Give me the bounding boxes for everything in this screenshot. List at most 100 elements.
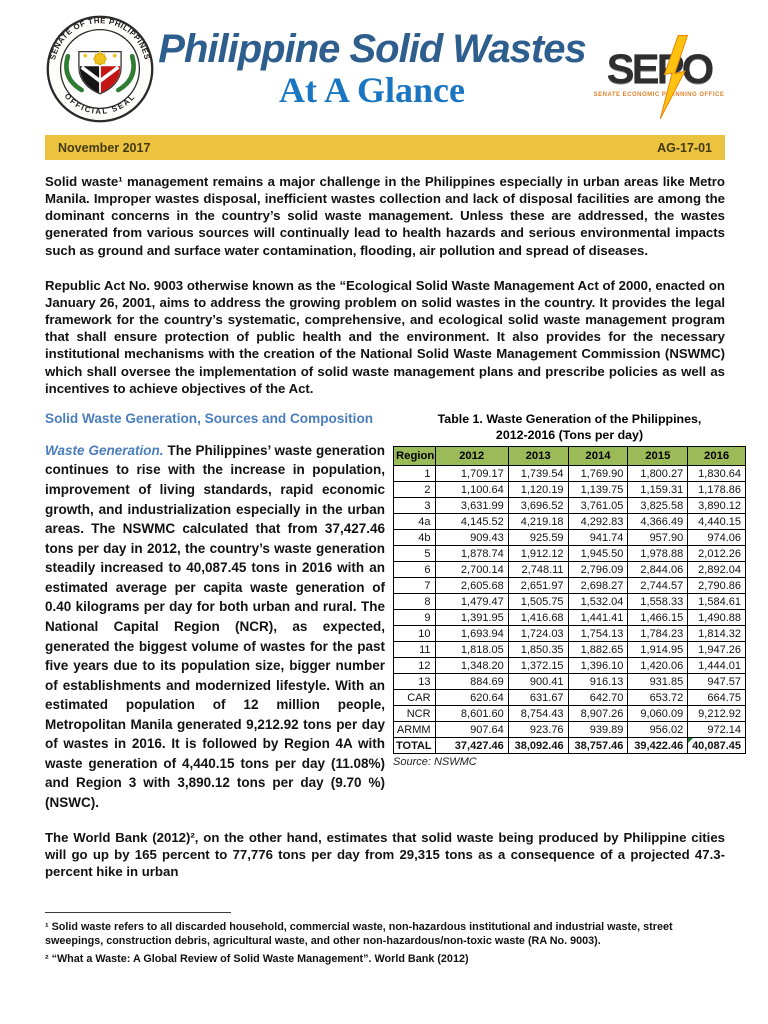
- value-cell: 941.74: [567, 529, 629, 547]
- column-header: 2016: [687, 446, 746, 467]
- footnote-2: ² “What a Waste: A Global Review of Soli…: [45, 952, 469, 965]
- issue-banner: November 2017 AG-17-01: [45, 135, 725, 160]
- value-cell: 3,696.52: [507, 497, 569, 515]
- table-title: Table 1. Waste Generation of the Philipp…: [393, 411, 746, 443]
- value-cell: 1,814.32: [687, 625, 746, 643]
- value-cell: 1,947.26: [687, 641, 746, 659]
- value-cell: 1,396.10: [567, 657, 629, 675]
- waste-generation-table: Region 2012 2013 2014 2015 2016 1 1,709.17 1,73…: [393, 446, 746, 755]
- region-cell: 1: [393, 465, 436, 483]
- table-row: 6 2,700.14 2,748.11 2,796.09 2,844.06 2,892.0…: [393, 561, 746, 579]
- value-cell: 38,757.46: [567, 737, 629, 755]
- region-cell: 8: [393, 593, 436, 611]
- value-cell: 956.02: [627, 721, 689, 739]
- value-cell: 2,651.97: [507, 577, 569, 595]
- table-row: 8 1,479.47 1,505.75 1,532.04 1,558.33 1,584.6…: [393, 593, 746, 611]
- table-source: Source: NSWMC: [393, 756, 477, 769]
- table-row: 7 2,605.68 2,651.97 2,698.27 2,744.57 2,790.8…: [393, 577, 746, 595]
- table-row: 10 1,693.94 1,724.03 1,754.13 1,784.23 1,814.…: [393, 625, 746, 643]
- region-cell: CAR: [393, 689, 436, 707]
- value-cell: 923.76: [507, 721, 569, 739]
- left-column: Solid Waste Generation, Sources and Comp…: [45, 411, 385, 813]
- value-cell: 1,100.64: [434, 481, 509, 499]
- value-cell: 1,693.94: [434, 625, 509, 643]
- right-column: Table 1. Waste Generation of the Philipp…: [393, 411, 746, 813]
- value-cell: 1,444.01: [687, 657, 746, 675]
- value-cell: 1,490.88: [687, 609, 746, 627]
- value-cell: 947.57: [687, 673, 746, 691]
- region-cell: 10: [393, 625, 436, 643]
- value-cell: 9,060.09: [627, 705, 689, 723]
- intro-paragraph-1: Solid waste¹ management remains a major …: [45, 174, 725, 258]
- table-row: 11 1,818.05 1,850.35 1,882.65 1,914.95 1,947.…: [393, 641, 746, 659]
- value-cell: 4,219.18: [507, 513, 569, 531]
- value-cell: 2,744.57: [627, 577, 689, 595]
- value-cell: 916.13: [567, 673, 629, 691]
- value-cell: 8,601.60: [434, 705, 509, 723]
- value-cell: 1,420.06: [627, 657, 689, 675]
- paragraph-body-text: The Philippines’ waste generation contin…: [45, 442, 385, 810]
- value-cell: 909.43: [434, 529, 509, 547]
- value-cell: 1,739.54: [507, 465, 569, 483]
- value-cell: 1,784.23: [627, 625, 689, 643]
- value-cell: 664.75: [687, 689, 746, 707]
- region-cell: 12: [393, 657, 436, 675]
- value-cell: 4,145.52: [434, 513, 509, 531]
- region-cell: 5: [393, 545, 436, 563]
- value-cell: 4,440.15: [687, 513, 746, 531]
- value-cell: 631.67: [507, 689, 569, 707]
- footnote-1: ¹ Solid waste refers to all discarded ho…: [45, 921, 673, 948]
- value-cell: 8,754.43: [507, 705, 569, 723]
- sepo-logo: SEPO SENATE ECONOMIC PLANNING OFFICE: [593, 34, 725, 120]
- value-cell: 1,914.95: [627, 641, 689, 659]
- paragraph-lead-in: Waste Generation.: [45, 442, 164, 458]
- issue-date: November 2017: [58, 140, 151, 155]
- value-cell: 1,945.50: [567, 545, 629, 563]
- value-cell: 642.70: [567, 689, 629, 707]
- value-cell: 8,907.26: [567, 705, 629, 723]
- value-cell: 957.90: [627, 529, 689, 547]
- value-cell: 931.85: [627, 673, 689, 691]
- two-column-section: Solid Waste Generation, Sources and Comp…: [0, 411, 768, 813]
- value-cell: 3,825.58: [627, 497, 689, 515]
- waste-table-body: 1 1,709.17 1,739.54 1,769.90 1,800.27 1,830.6…: [393, 465, 746, 755]
- value-cell: 884.69: [434, 673, 509, 691]
- table-title-line1: Table 1. Waste Generation of the Philipp…: [437, 411, 702, 426]
- column-header: 2013: [507, 446, 569, 467]
- column-header: 2014: [567, 446, 629, 467]
- value-cell: 974.06: [687, 529, 746, 547]
- value-cell: 1,830.64: [687, 465, 746, 483]
- table-row: 1 1,709.17 1,739.54 1,769.90 1,800.27 1,830.6…: [393, 465, 746, 483]
- value-cell: 1,912.12: [507, 545, 569, 563]
- table-row: 12 1,348.20 1,372.15 1,396.10 1,420.06 1,444.…: [393, 657, 746, 675]
- value-cell: 39,422.46: [627, 737, 689, 755]
- value-cell: 620.64: [434, 689, 509, 707]
- table-title-line2: 2012-2016 (Tons per day): [495, 428, 644, 442]
- sepo-logo-text: SEPO: [606, 45, 715, 92]
- value-cell: 1,505.75: [507, 593, 569, 611]
- region-cell: 3: [393, 497, 436, 515]
- value-cell: 2,698.27: [567, 577, 629, 595]
- column-header: 2012: [434, 446, 509, 467]
- value-cell: 1,818.05: [434, 641, 509, 659]
- table-row: 3 3,631.99 3,696.52 3,761.05 3,825.58 3,890.1…: [393, 497, 746, 515]
- value-cell: 1,878.74: [434, 545, 509, 563]
- senate-seal-icon: SENATE OF THE PHILIPPINES OFFICIAL SEAL: [46, 15, 154, 123]
- value-cell: 2,605.68: [434, 577, 509, 595]
- value-cell: 900.41: [507, 673, 569, 691]
- value-cell: 907.64: [434, 721, 509, 739]
- value-cell: 1,391.95: [434, 609, 509, 627]
- table-row: 5 1,878.74 1,912.12 1,945.50 1,978.88 2,012.2…: [393, 545, 746, 563]
- region-cell: 4a: [393, 513, 436, 531]
- value-cell: 1,769.90: [567, 465, 629, 483]
- value-cell: 4,292.83: [567, 513, 629, 531]
- footnote-divider: [45, 912, 231, 914]
- value-cell: 1,441.41: [567, 609, 629, 627]
- waste-generation-paragraph: Waste Generation. The Philippines’ waste…: [45, 441, 385, 813]
- footnotes: ¹ Solid waste refers to all discarded ho…: [0, 920, 768, 966]
- value-cell: 2,796.09: [567, 561, 629, 579]
- value-cell: 1,584.61: [687, 593, 746, 611]
- issue-code: AG-17-01: [657, 140, 712, 155]
- value-cell: 1,800.27: [627, 465, 689, 483]
